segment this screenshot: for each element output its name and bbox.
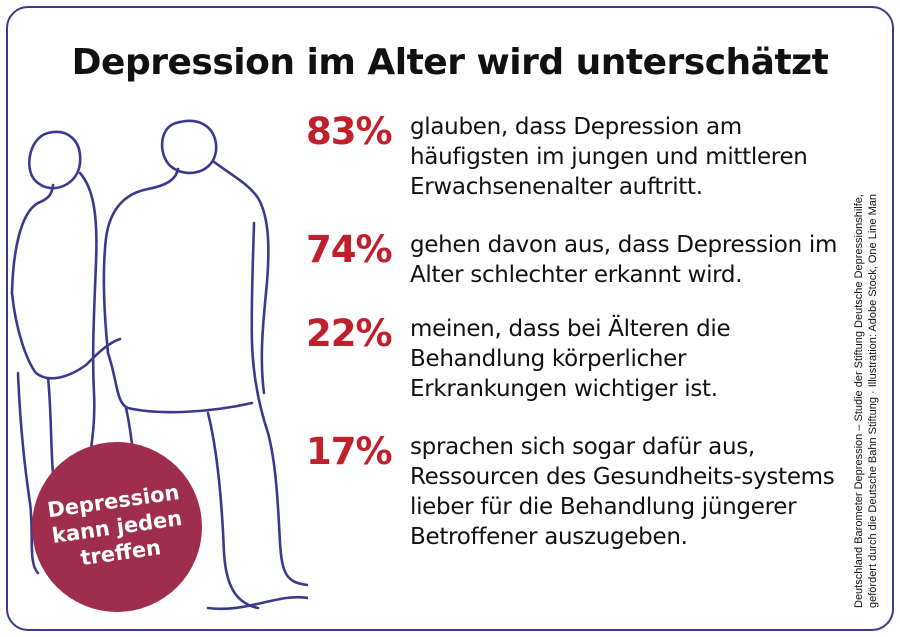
stat-text: gehen davon aus, dass Depression im Alte… [410,232,838,288]
stat-text: glauben, dass Depression am häufigsten i… [410,114,808,200]
stat-percent: 74% [306,228,393,271]
stat-percent: 83% [306,110,393,153]
stat-percent: 17% [306,430,393,473]
stat-row: 83% glauben, dass Depression am häufigst… [306,112,840,202]
source-line: Deutschland Barometer Depression – Studi… [853,194,865,608]
message-badge: Depression kann jeden treffen [32,442,202,612]
stat-text: sprachen sich sogar dafür aus, Ressource… [410,434,835,550]
infographic-card: Depression im Alter wird unterschätzt 83… [6,6,894,631]
badge-text: Depression kann jeden treffen [37,478,196,576]
page-title: Depression im Alter wird unterschätzt [71,42,829,83]
source-credit: Deutschland Barometer Depression – Studi… [852,148,880,608]
stat-text: meinen, dass bei Älteren die Behandlung … [410,316,731,402]
stat-row: 74% gehen davon aus, dass Depression im … [306,230,840,290]
source-line: gefördert durch die Deutsche Bahn Stiftu… [867,194,879,608]
stat-row: 17% sprachen sich sogar dafür aus, Resso… [306,432,840,552]
stat-row: 22% meinen, dass bei Älteren die Behandl… [306,314,840,404]
stat-percent: 22% [306,312,393,355]
